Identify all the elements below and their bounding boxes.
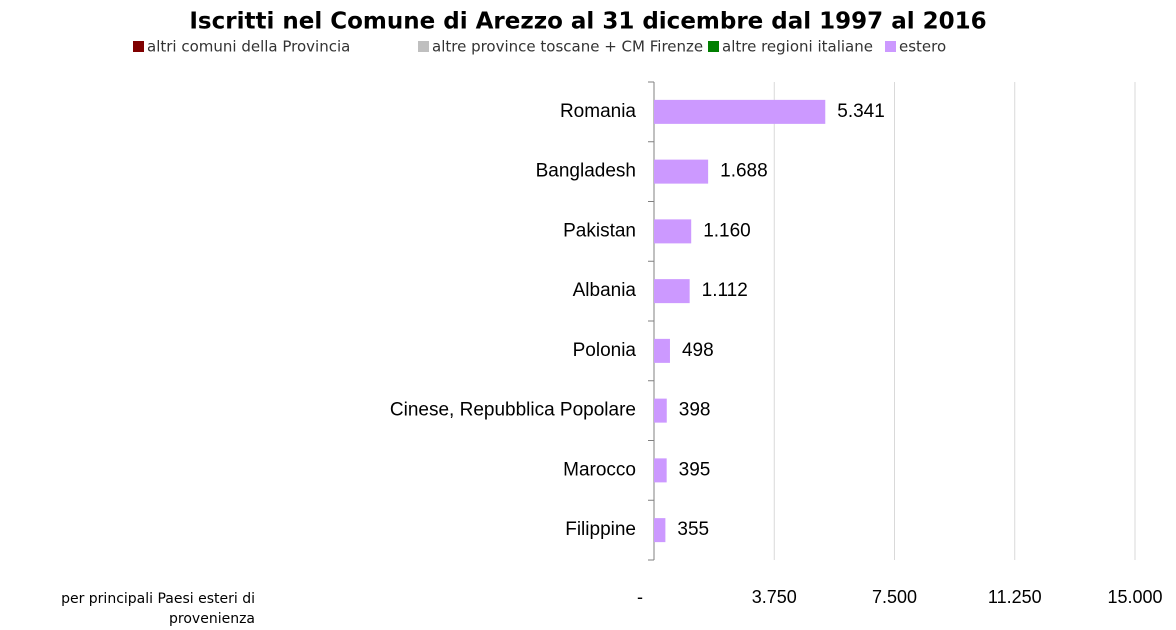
bar [654, 159, 709, 184]
y-tick-label: Bangladesh [536, 161, 636, 182]
bar [654, 458, 667, 483]
y-tick-label: Pakistan [563, 220, 636, 241]
legend-label: estero [899, 38, 946, 56]
bar [654, 518, 666, 543]
y-tick-label: Romania [560, 101, 636, 122]
legend-label: altre regioni italiane [722, 38, 873, 56]
y-tick-label: Cinese, Repubblica Popolare [390, 400, 636, 421]
value-label: 1.112 [702, 280, 748, 301]
value-label: 498 [682, 340, 714, 361]
x-tick-label: 3.750 [752, 587, 797, 607]
bar [654, 398, 667, 423]
legend-swatch [885, 41, 896, 52]
y-tick-label: Filippine [565, 519, 636, 540]
bar [654, 99, 826, 124]
y-tick-label: Marocco [563, 459, 636, 480]
note: per principali Paesi esteri di [61, 591, 255, 607]
bar [654, 219, 692, 244]
value-label: 5.341 [837, 101, 885, 122]
value-label: 355 [677, 519, 709, 540]
x-tick-label: - [637, 587, 643, 607]
x-tick-label: 7.500 [872, 587, 917, 607]
value-label: 1.688 [720, 161, 768, 182]
y-tick-label: Polonia [573, 340, 637, 361]
chart-title: Iscritti nel Comune di Arezzo al 31 dice… [189, 9, 986, 35]
note: provenienza [169, 611, 255, 627]
bar [654, 338, 670, 363]
value-label: 1.160 [703, 220, 751, 241]
legend-swatch [708, 41, 719, 52]
legend-swatch [133, 41, 144, 52]
bar [654, 279, 690, 304]
legend-label: altri comuni della Provincia [147, 38, 350, 56]
x-tick-label: 11.250 [988, 587, 1042, 607]
value-label: 395 [679, 459, 711, 480]
x-tick-label: 15.000 [1107, 587, 1162, 607]
legend-swatch [418, 41, 429, 52]
y-tick-label: Albania [573, 280, 637, 301]
value-label: 398 [679, 400, 711, 421]
legend-label: altre province toscane + CM Firenze [432, 38, 703, 56]
